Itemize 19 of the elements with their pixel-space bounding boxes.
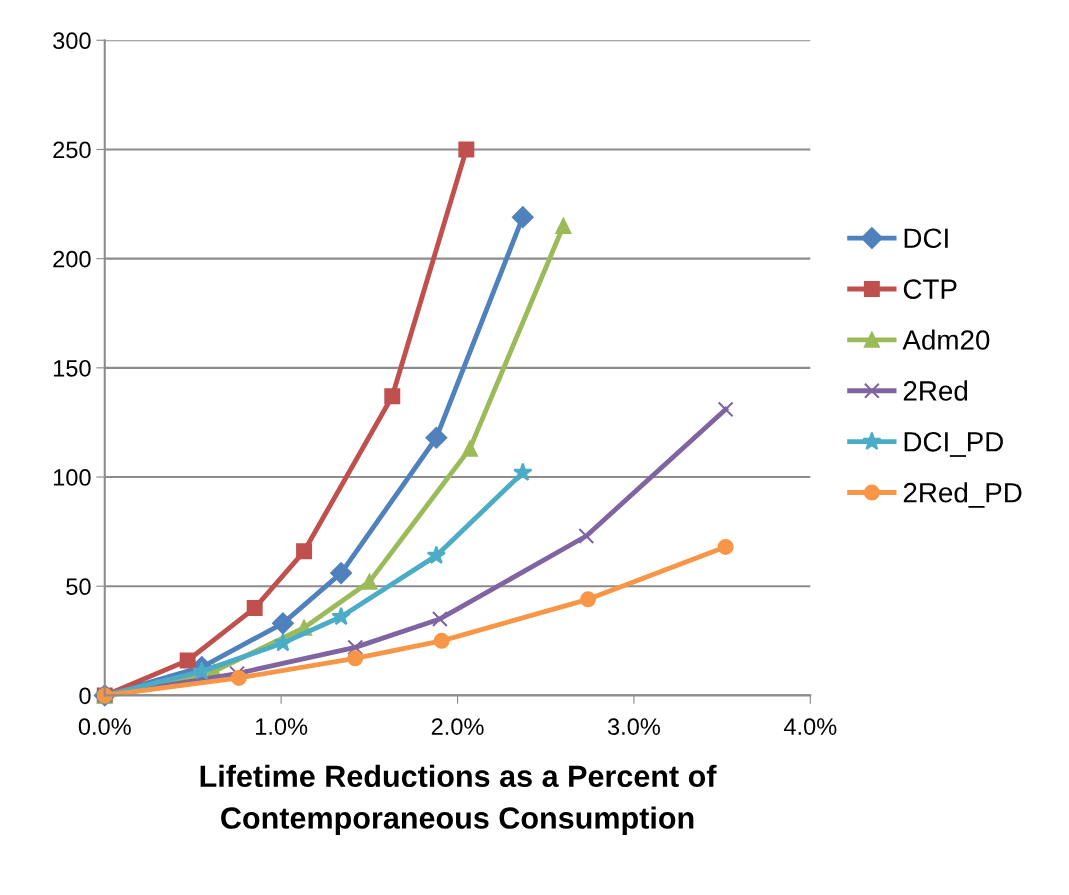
- x-tick-label: 0.0%: [78, 718, 131, 735]
- y-tick-label: 150: [53, 359, 91, 377]
- y-tick-label: 200: [53, 250, 91, 268]
- legend-label: Adm20: [902, 329, 990, 350]
- y-tick-label: 300: [53, 32, 91, 50]
- y-tick-label: 100: [53, 469, 91, 486]
- legend-label: 2Red: [903, 380, 968, 401]
- x-axis-title: Lifetime Reductions as a Percent of Contemporaneous Consumption: [200, 764, 717, 835]
- x-tick-label: 4.0%: [783, 718, 837, 735]
- y-tick-label: 50: [66, 578, 91, 596]
- y-tick-label: 250: [53, 141, 91, 159]
- x-tick-label: 2.0%: [431, 718, 484, 735]
- legend-label: CTP: [903, 279, 957, 299]
- x-tick-label: 1.0%: [256, 718, 308, 735]
- legend-label: DCI_PD: [904, 431, 1003, 457]
- legend-label: 2Red_PD: [903, 482, 1022, 508]
- y-tick-label: 0: [79, 687, 91, 705]
- x-tick-label: 3.0%: [607, 718, 660, 735]
- legend-label: DCI: [904, 228, 948, 249]
